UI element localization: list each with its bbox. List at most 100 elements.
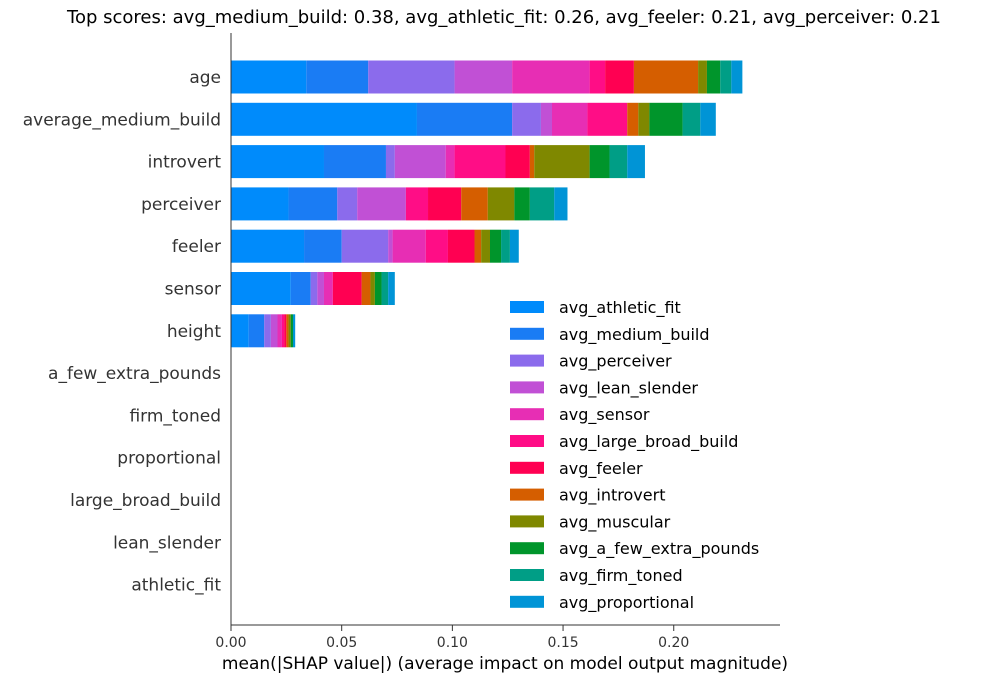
y-axis: age average_medium_build introvert perceive…: [23, 33, 232, 625]
bar-segment-height-avg_large_broad_build: [281, 314, 285, 348]
bar-segment-age-avg_sensor: [512, 60, 590, 94]
bar-segment-sensor-avg_lean_slender: [317, 272, 324, 305]
bar-segment-age-avg_firm_toned: [720, 60, 732, 94]
bar-segment-introvert-avg_athletic_fit: [231, 145, 324, 179]
bar-segment-height-avg_proportional: [292, 314, 296, 348]
bar-segment-sensor-avg_firm_toned: [381, 272, 389, 305]
x-axis-label: mean(|SHAP value|) (average impact on mo…: [222, 654, 788, 674]
y-tick-label: height: [167, 322, 222, 342]
y-tick-label: introvert: [148, 153, 222, 173]
legend-label: avg_large_broad_build: [559, 432, 738, 452]
bar-segment-height-avg_feeler: [284, 314, 287, 348]
legend-label: avg_firm_toned: [559, 566, 683, 586]
bar-segment-introvert-avg_lean_slender: [394, 145, 446, 179]
y-tick-label: age: [189, 68, 221, 88]
bar-segment-perceiver-avg_medium_build: [288, 187, 338, 221]
bar-segment-feeler-avg_feeler: [447, 229, 475, 263]
bar-segment-feeler-avg_firm_toned: [501, 229, 510, 263]
legend-swatch-avg_proportional: [510, 595, 544, 608]
bar-segment-age-avg_lean_slender: [454, 60, 513, 94]
bars-group: [231, 60, 743, 348]
y-tick-label: a_few_extra_pounds: [48, 364, 221, 384]
bar-segment-height-avg_perceiver: [264, 314, 271, 348]
bar-segment-feeler-avg_a_few_extra_pounds: [490, 229, 502, 263]
bar-segment-perceiver-avg_proportional: [554, 187, 568, 221]
bar-segment-perceiver-avg_introvert: [461, 187, 488, 221]
bar-segment-feeler-avg_sensor: [392, 229, 426, 263]
y-tick-label: large_broad_build: [70, 491, 221, 511]
bar-segment-sensor-avg_proportional: [388, 272, 395, 305]
bar-segment-perceiver-avg_muscular: [487, 187, 515, 221]
legend-label: avg_introvert: [559, 486, 665, 506]
legend-swatch-avg_a_few_extra_pounds: [510, 542, 544, 555]
x-tick-label: 0.00: [215, 635, 246, 651]
bar-segment-age-avg_medium_build: [306, 60, 369, 94]
bar-segment-introvert-avg_perceiver: [385, 145, 395, 179]
bar-segment-average_medium_build-avg_muscular: [638, 102, 650, 136]
bar-segment-introvert-avg_a_few_extra_pounds: [589, 145, 610, 179]
legend-label: avg_muscular: [559, 512, 671, 532]
bar-segment-introvert-avg_muscular: [534, 145, 590, 179]
legend-swatch-avg_feeler: [510, 461, 544, 474]
legend-label: avg_sensor: [559, 405, 650, 425]
y-tick-label: athletic_fit: [131, 576, 221, 596]
bar-segment-feeler-avg_athletic_fit: [231, 229, 305, 263]
y-tick-label: feeler: [172, 237, 221, 257]
legend: avg_athletic_fit avg_medium_build avg_perc…: [510, 298, 759, 613]
bar-segment-average_medium_build-avg_perceiver: [512, 102, 541, 136]
bar-segment-average_medium_build-avg_medium_build: [416, 102, 513, 136]
bar-segment-average_medium_build-avg_firm_toned: [682, 102, 701, 136]
bar-segment-feeler-avg_perceiver: [341, 229, 389, 263]
bar-segment-perceiver-avg_a_few_extra_pounds: [514, 187, 530, 221]
y-tick-label: lean_slender: [113, 533, 221, 553]
bar-segment-sensor-avg_sensor: [323, 272, 333, 305]
legend-swatch-avg_medium_build: [510, 327, 544, 340]
bar-segment-height-avg_introvert: [286, 314, 289, 348]
legend-swatch-avg_introvert: [510, 488, 544, 501]
bar-segment-height-avg_a_few_extra_pounds: [290, 314, 293, 348]
y-tick-label: perceiver: [141, 195, 221, 215]
bar-segment-feeler-avg_large_broad_build: [425, 229, 448, 263]
chart-title: Top scores: avg_medium_build: 0.38, avg_…: [66, 7, 941, 28]
bar-segment-average_medium_build-avg_proportional: [700, 102, 716, 136]
bar-segment-introvert-avg_feeler: [505, 145, 530, 179]
legend-label: avg_a_few_extra_pounds: [559, 539, 759, 559]
y-tick-label: sensor: [165, 280, 221, 300]
legend-label: avg_athletic_fit: [559, 298, 681, 318]
legend-swatch-avg_lean_slender: [510, 381, 544, 394]
bar-segment-average_medium_build-avg_a_few_extra_pounds: [649, 102, 683, 136]
bar-segment-perceiver-avg_lean_slender: [357, 187, 406, 221]
bar-segment-perceiver-avg_feeler: [428, 187, 462, 221]
bar-segment-perceiver-avg_athletic_fit: [231, 187, 289, 221]
x-tick-label: 0.15: [547, 635, 578, 651]
bar-segment-age-avg_a_few_extra_pounds: [706, 60, 721, 94]
bar-segment-perceiver-avg_perceiver: [337, 187, 358, 221]
bar-segment-perceiver-avg_large_broad_build: [405, 187, 429, 221]
bar-segment-average_medium_build-avg_lean_slender: [540, 102, 552, 136]
bar-segment-height-avg_medium_build: [248, 314, 265, 348]
bar-segment-height-avg_athletic_fit: [231, 314, 249, 348]
legend-label: avg_medium_build: [559, 325, 710, 345]
bar-segment-average_medium_build-avg_large_broad_build: [587, 102, 628, 136]
legend-label: avg_feeler: [559, 459, 643, 479]
legend-swatch-avg_perceiver: [510, 354, 544, 367]
y-tick-label: proportional: [117, 449, 221, 469]
bar-segment-sensor-avg_muscular: [370, 272, 375, 305]
bar-segment-sensor-avg_introvert: [361, 272, 371, 305]
bar-segment-feeler-avg_proportional: [509, 229, 519, 263]
bar-segment-height-avg_muscular: [288, 314, 291, 348]
bar-segment-age-avg_large_broad_build: [589, 60, 606, 94]
bar-segment-sensor-avg_a_few_extra_pounds: [374, 272, 382, 305]
x-tick-label: 0.10: [437, 635, 468, 651]
bar-segment-introvert-avg_large_broad_build: [454, 145, 506, 179]
bar-segment-average_medium_build-avg_introvert: [627, 102, 639, 136]
y-tick-label: average_medium_build: [23, 110, 221, 130]
bar-segment-feeler-avg_medium_build: [304, 229, 342, 263]
legend-swatch-avg_sensor: [510, 408, 544, 421]
legend-label: avg_perceiver: [559, 352, 672, 372]
bar-segment-age-avg_muscular: [698, 60, 707, 94]
bar-segment-feeler-avg_introvert: [474, 229, 482, 263]
bar-segment-height-avg_lean_slender: [270, 314, 278, 348]
